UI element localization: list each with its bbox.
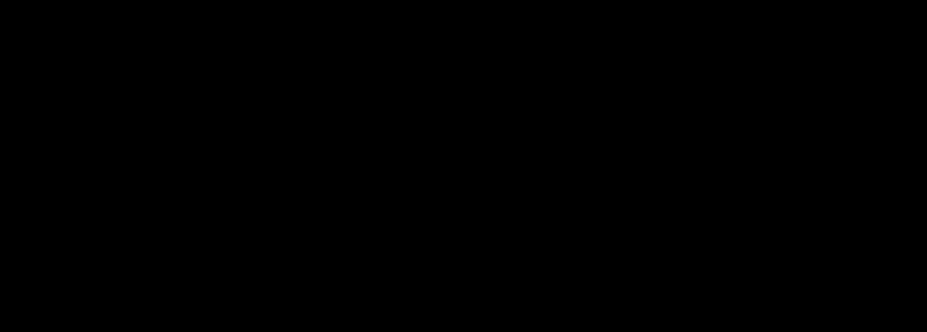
Text: different equation of state: $PV = R(T + \alpha T^2)$, $\alpha = 0.001K^{-1}$. T: different equation of state: $PV = R(T +…	[17, 81, 851, 107]
Polygon shape	[783, 206, 927, 332]
Text: higher than what would be on an ideal gas. Choose the correct statement(s).: higher than what would be on an ideal ga…	[17, 208, 743, 226]
Polygon shape	[816, 0, 927, 40]
Text: raised from $T_1 = 300$K to $T_2$ at constant pressure. It is found that work do: raised from $T_1 = 300$K to $T_2$ at con…	[17, 144, 912, 166]
Polygon shape	[0, 0, 144, 139]
Polygon shape	[0, 312, 56, 332]
Text: A.  $T_2 = 400K$ internal energy increases by $250R/mole$: A. $T_2 = 400K$ internal energy increase…	[67, 257, 576, 280]
Text: B.  $T_2 = 400K$ internal energy increases by $350R/mole$: B. $T_2 = 400K$ internal energy increase…	[67, 299, 576, 322]
Text: A certain diatomic gas has the same specific heats as an ideal gas but a slightl: A certain diatomic gas has the same spec…	[153, 18, 907, 36]
